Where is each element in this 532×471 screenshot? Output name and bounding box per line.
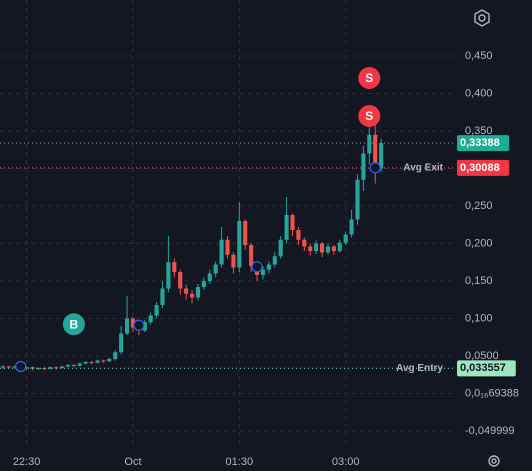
- execution-marker: [251, 261, 263, 273]
- candle-body: [101, 360, 106, 362]
- candle-body: [260, 269, 266, 275]
- price-label: 0,33388: [460, 137, 500, 149]
- candle-body: [89, 361, 94, 363]
- candle-body: [367, 134, 372, 154]
- x-tick-label: Oct: [124, 456, 141, 468]
- signal-marker: [62, 313, 85, 336]
- candle-body: [124, 318, 130, 334]
- candle-body: [113, 352, 118, 359]
- candle-body: [178, 271, 183, 289]
- candle-body: [71, 364, 76, 366]
- candle-body: [95, 360, 100, 363]
- candle-body: [160, 288, 165, 305]
- candle-body: [337, 242, 342, 251]
- x-tick-label: 22:30: [13, 456, 41, 468]
- candle-body: [107, 358, 112, 362]
- candle-body: [154, 304, 159, 316]
- gear-icon[interactable]: [488, 455, 500, 467]
- candle-body: [0, 366, 6, 368]
- y-tick-label: -0,049999: [465, 425, 515, 437]
- candle-body: [207, 273, 212, 281]
- x-tick-label: 01:30: [226, 456, 254, 468]
- signal-label: S: [365, 71, 373, 85]
- y-tick-label: 0,250: [465, 200, 493, 212]
- candle-body: [6, 366, 11, 368]
- candle-body: [48, 367, 53, 369]
- candle-body: [59, 366, 65, 368]
- candle-body: [272, 256, 277, 265]
- candle-body: [213, 264, 218, 274]
- candle-body: [24, 367, 29, 369]
- y-tick-label: 0,150: [465, 275, 493, 287]
- price-label-box: [457, 135, 510, 152]
- candle-body: [314, 243, 319, 251]
- candle-body: [148, 315, 153, 323]
- execution-marker: [133, 319, 145, 331]
- x-tick-label: 03:00: [332, 456, 360, 468]
- candle-body: [296, 229, 301, 240]
- signal-label: S: [365, 109, 373, 123]
- price-label: 0,033557: [460, 362, 506, 374]
- candle-body: [308, 246, 313, 251]
- candle-body: [166, 262, 171, 289]
- candle-body: [379, 143, 384, 169]
- candle-body: [243, 221, 248, 245]
- candle-body: [249, 244, 254, 266]
- candle-body: [219, 239, 224, 265]
- y-tick-label: 0,450: [465, 50, 493, 62]
- candle-body: [184, 288, 189, 294]
- candle-body: [77, 363, 82, 366]
- candle-body: [225, 239, 230, 255]
- price-line-name: Avg Entry: [396, 363, 443, 374]
- candle-body: [142, 322, 147, 331]
- candle-body: [349, 219, 354, 235]
- candle-body: [319, 243, 325, 253]
- price-label-box: [457, 360, 516, 377]
- candle-body: [325, 246, 331, 253]
- settings-icon[interactable]: [474, 9, 490, 27]
- y-tick-label: 0,0500: [465, 350, 499, 362]
- signal-label: B: [70, 317, 79, 331]
- y-tick-label: 0,350: [465, 125, 493, 137]
- candle-body: [361, 153, 366, 180]
- candle-body: [189, 293, 195, 298]
- execution-marker: [15, 360, 27, 373]
- price-label: 0,30088: [460, 162, 500, 174]
- candle-body: [36, 367, 41, 369]
- signal-marker: [358, 105, 381, 128]
- candle-body: [130, 318, 136, 328]
- y-tick-label: 0,200: [465, 237, 493, 249]
- y-tick-label: 0,100: [465, 312, 493, 324]
- candle-body: [119, 333, 124, 353]
- price-line-name: Avg Exit: [403, 162, 443, 173]
- y-tick-label: 0,0₁₆69388: [465, 387, 519, 399]
- price-label-box: [457, 159, 510, 176]
- candle-body: [284, 215, 289, 240]
- candle-body: [195, 286, 201, 298]
- candle-body: [278, 239, 283, 257]
- y-tick-label: 0,400: [465, 87, 493, 99]
- candle-body: [237, 221, 242, 268]
- candle-body: [302, 239, 307, 247]
- candle-body: [201, 280, 206, 287]
- candle-body: [83, 361, 88, 364]
- execution-marker: [369, 162, 381, 174]
- candle-body: [65, 364, 71, 367]
- candle-body: [172, 262, 177, 272]
- signal-marker: [358, 67, 381, 90]
- candle-body: [12, 366, 17, 368]
- candle-body: [231, 254, 236, 268]
- candle-body: [290, 215, 295, 230]
- candle-body: [355, 179, 360, 220]
- candle-body: [331, 246, 336, 251]
- candle-body: [266, 264, 271, 270]
- candle-body: [343, 234, 348, 243]
- candle-body: [373, 134, 378, 169]
